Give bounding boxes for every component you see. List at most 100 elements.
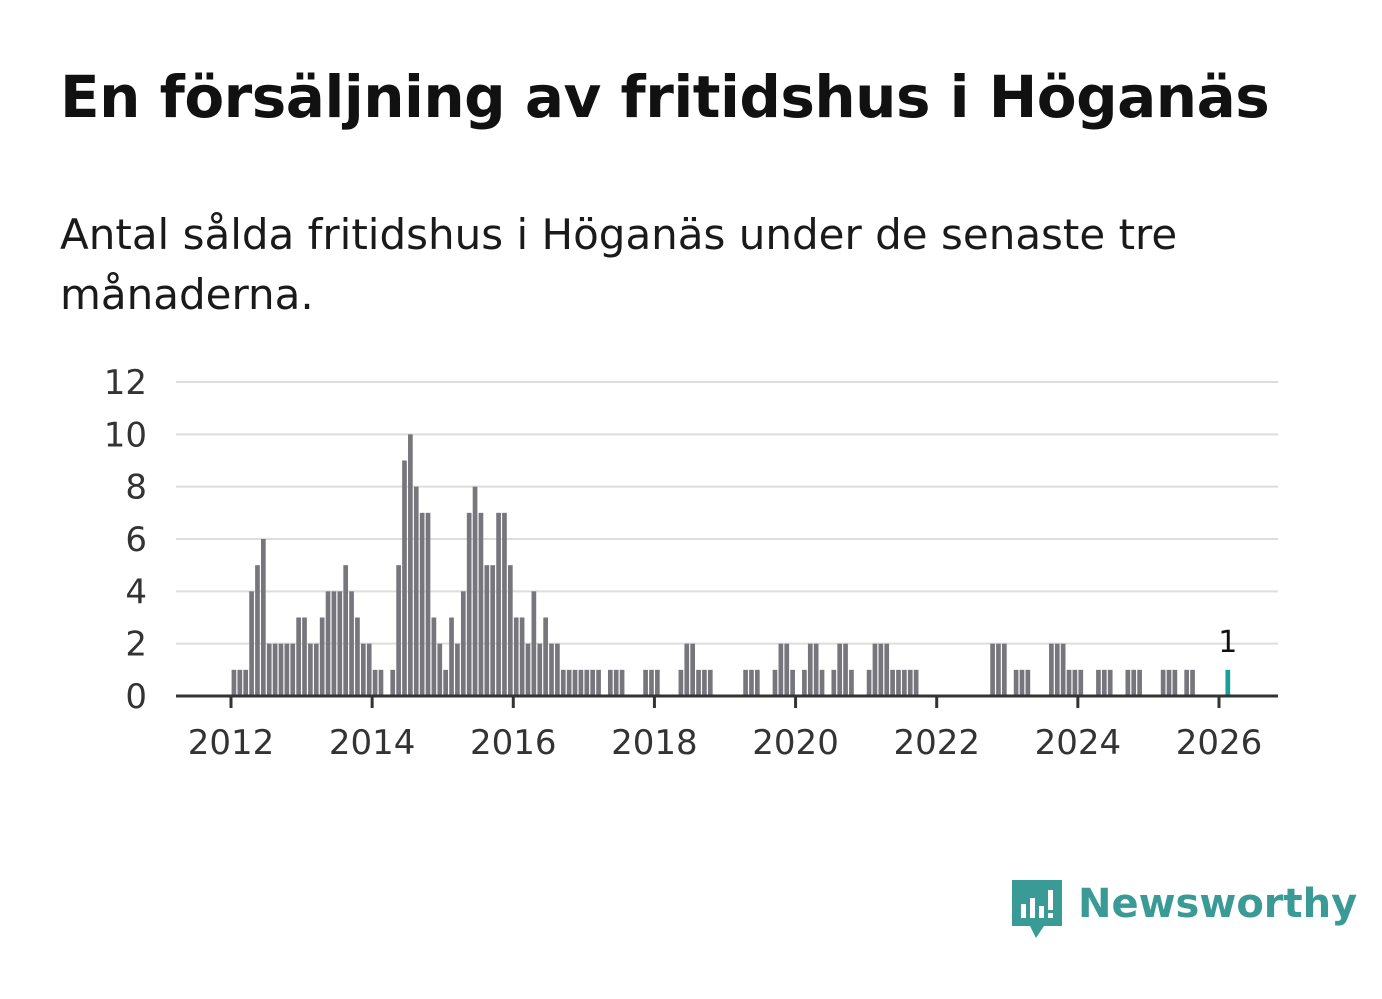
- bar: [431, 617, 437, 696]
- bar: [913, 669, 919, 696]
- bar: [1060, 643, 1066, 696]
- bar: [890, 669, 895, 696]
- bar: [496, 512, 501, 696]
- bar: [584, 669, 590, 696]
- bar: [296, 617, 301, 696]
- bar: [449, 617, 454, 696]
- bar: [907, 669, 913, 696]
- bar: [1019, 669, 1025, 696]
- bar: [272, 643, 278, 696]
- bar: [837, 643, 843, 696]
- bar: [261, 539, 266, 696]
- bar: [490, 565, 496, 696]
- bar: [355, 617, 360, 696]
- bar: [896, 669, 901, 696]
- bar: [331, 591, 337, 696]
- highlight-bar: [1225, 669, 1231, 696]
- bar: [560, 669, 566, 696]
- bar: [843, 643, 848, 696]
- bar: [372, 669, 378, 696]
- bar: [755, 669, 760, 696]
- bar: [249, 591, 254, 696]
- bar: [1054, 643, 1060, 696]
- bar: [419, 512, 425, 696]
- bar: [413, 486, 419, 696]
- bar: [349, 591, 354, 696]
- brand-logo: Newsworthy: [1010, 878, 1357, 940]
- bar: [778, 643, 784, 696]
- bar: [802, 669, 807, 696]
- bar: [813, 643, 819, 696]
- bar: [1096, 669, 1101, 696]
- bar: [1125, 669, 1131, 696]
- bar: [378, 669, 384, 696]
- bar: [396, 565, 401, 696]
- y-tick-label: 10: [104, 415, 147, 455]
- bar: [1107, 669, 1113, 696]
- bar: [566, 669, 572, 696]
- bar: [1131, 669, 1137, 696]
- bar: [266, 643, 272, 696]
- bar: [678, 669, 684, 696]
- bar: [807, 643, 813, 696]
- bar: [437, 643, 443, 696]
- bar: [1066, 669, 1072, 696]
- bar: [743, 669, 748, 696]
- bar: [537, 643, 543, 696]
- y-tick-label: 4: [125, 572, 147, 612]
- bar: [472, 486, 478, 696]
- x-tick-label: 2026: [1176, 723, 1263, 763]
- bar: [1072, 669, 1078, 696]
- bar: [1002, 643, 1007, 696]
- bar: [343, 565, 349, 696]
- bar: [702, 669, 707, 696]
- bar: [749, 669, 754, 696]
- bar: [519, 617, 525, 696]
- bar: [596, 669, 601, 696]
- bar: [313, 643, 319, 696]
- bar: [1184, 669, 1189, 696]
- bar: [408, 434, 413, 696]
- newsworthy-logo-icon: [1012, 880, 1062, 938]
- bar: [543, 617, 548, 696]
- y-tick-label: 2: [125, 625, 147, 665]
- bar: [696, 669, 701, 696]
- x-tick-label: 2020: [752, 723, 839, 763]
- gridlines: [176, 381, 1278, 645]
- brand-name: Newsworthy: [1078, 881, 1358, 927]
- bar: [996, 643, 1001, 696]
- bar: [619, 669, 625, 696]
- bar: [502, 512, 507, 696]
- bar: [308, 643, 313, 696]
- bar: [555, 643, 560, 696]
- bar: [243, 669, 249, 696]
- bar: [1078, 669, 1084, 696]
- x-axis-ticks: 2012 2014 2016 2018 2020 2022 2024 2026: [188, 696, 1263, 763]
- y-axis-ticks: 0 2 4 6 8 10 12: [104, 363, 147, 717]
- y-tick-label: 0: [125, 677, 147, 717]
- bar: [455, 643, 460, 696]
- bar: [878, 643, 884, 696]
- bar: [831, 669, 837, 696]
- chart-subtitle: Antal sålda fritidshus i Höganäs under d…: [60, 210, 1178, 319]
- bar: [325, 591, 331, 696]
- bar: [1101, 669, 1107, 696]
- bar: [784, 643, 790, 696]
- bar: [572, 669, 578, 696]
- bar: [513, 617, 519, 696]
- x-tick-label: 2016: [470, 723, 557, 763]
- y-tick-label: 8: [125, 468, 147, 508]
- bar: [849, 669, 854, 696]
- bar: [1190, 669, 1195, 696]
- bar: [460, 591, 466, 696]
- bar: [790, 669, 795, 696]
- bar: [366, 643, 372, 696]
- bar: [1166, 669, 1172, 696]
- bar: [1137, 669, 1142, 696]
- bar: [549, 643, 554, 696]
- bar: [819, 669, 825, 696]
- bar: [531, 591, 537, 696]
- bar: [684, 643, 690, 696]
- bar: [1160, 669, 1166, 696]
